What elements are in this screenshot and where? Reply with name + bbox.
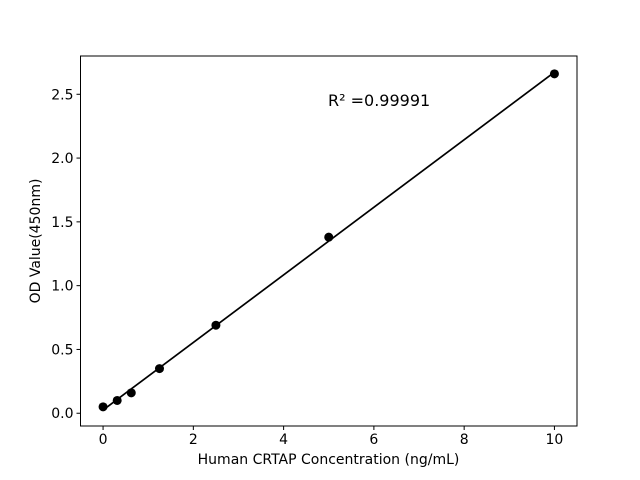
data-point bbox=[98, 402, 108, 412]
data-point bbox=[549, 69, 559, 79]
y-tick-label: 0.5 bbox=[51, 342, 73, 358]
y-tick-label: 0.0 bbox=[51, 406, 73, 422]
data-point bbox=[154, 364, 164, 374]
y-tick-label: 2.5 bbox=[51, 87, 73, 103]
data-point bbox=[211, 320, 221, 330]
x-tick-label: 2 bbox=[189, 432, 198, 448]
y-tick-label: 1.5 bbox=[51, 215, 73, 231]
x-tick-label: 0 bbox=[99, 432, 108, 448]
data-point bbox=[324, 232, 334, 242]
x-tick-label: 6 bbox=[369, 432, 378, 448]
x-tick-label: 4 bbox=[279, 432, 288, 448]
x-tick-label: 10 bbox=[546, 432, 564, 448]
plot-border bbox=[80, 55, 578, 427]
data-point bbox=[112, 395, 122, 405]
data-point bbox=[126, 388, 136, 398]
r-squared-annotation: R² =0.99991 bbox=[328, 91, 430, 110]
y-tick-label: 2.0 bbox=[51, 151, 73, 167]
plot-area: 0 2 4 6 8 10 0.0 0.5 1.0 1.5 2.0 2.5 bbox=[51, 69, 563, 448]
x-tick-label: 8 bbox=[460, 432, 469, 448]
y-tick-label: 1.0 bbox=[51, 279, 73, 295]
x-axis-label: Human CRTAP Concentration (ng/mL) bbox=[198, 452, 460, 468]
y-axis-label: OD Value(450nm) bbox=[28, 179, 44, 304]
